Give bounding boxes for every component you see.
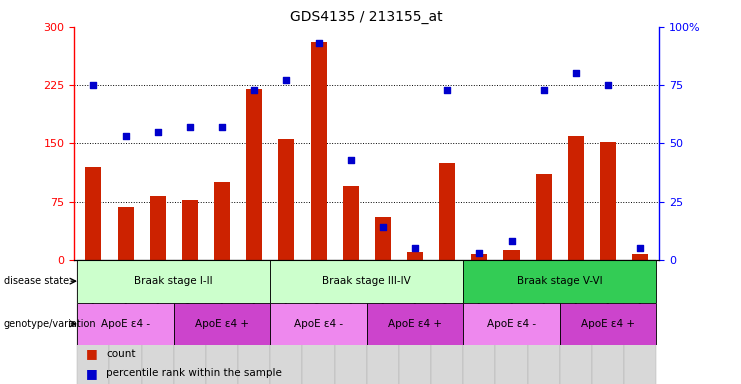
- Bar: [342, 186, 359, 260]
- Text: count: count: [106, 349, 136, 359]
- Text: Braak stage V-VI: Braak stage V-VI: [517, 276, 602, 286]
- Bar: [182, 200, 198, 260]
- Point: [313, 40, 325, 46]
- Bar: [439, 163, 455, 260]
- Text: ■: ■: [86, 348, 98, 361]
- Text: disease state: disease state: [4, 276, 69, 286]
- Bar: [471, 253, 488, 260]
- Point: [152, 129, 164, 135]
- Bar: [142, 260, 174, 384]
- Bar: [302, 260, 335, 384]
- Point: [538, 87, 550, 93]
- Point: [634, 245, 646, 251]
- Bar: [592, 260, 624, 384]
- Point: [442, 87, 453, 93]
- Text: ■: ■: [86, 367, 98, 380]
- Text: percentile rank within the sample: percentile rank within the sample: [106, 368, 282, 378]
- Point: [280, 78, 292, 84]
- Bar: [335, 260, 367, 384]
- Bar: [150, 196, 166, 260]
- Bar: [270, 303, 367, 345]
- Point: [409, 245, 421, 251]
- Point: [345, 157, 356, 163]
- Bar: [214, 182, 230, 260]
- Text: ApoE ε4 +: ApoE ε4 +: [195, 319, 249, 329]
- Bar: [174, 303, 270, 345]
- Bar: [528, 260, 559, 384]
- Text: genotype/variation: genotype/variation: [4, 319, 96, 329]
- Point: [570, 70, 582, 76]
- Bar: [77, 303, 174, 345]
- Bar: [206, 260, 238, 384]
- Text: ApoE ε4 -: ApoE ε4 -: [294, 319, 343, 329]
- Point: [248, 87, 260, 93]
- Bar: [310, 42, 327, 260]
- Text: ApoE ε4 +: ApoE ε4 +: [581, 319, 635, 329]
- Bar: [600, 142, 616, 260]
- Bar: [279, 139, 294, 260]
- Point: [119, 133, 131, 139]
- Bar: [407, 252, 423, 260]
- Bar: [431, 260, 463, 384]
- Bar: [174, 260, 206, 384]
- Text: Braak stage III-IV: Braak stage III-IV: [322, 276, 411, 286]
- Point: [216, 124, 228, 130]
- Point: [184, 124, 196, 130]
- Bar: [367, 303, 463, 345]
- Bar: [399, 260, 431, 384]
- Bar: [77, 260, 110, 384]
- Bar: [118, 207, 133, 260]
- Bar: [463, 303, 559, 345]
- Bar: [77, 260, 270, 303]
- Bar: [375, 217, 391, 260]
- Bar: [238, 260, 270, 384]
- Bar: [496, 260, 528, 384]
- Text: ApoE ε4 +: ApoE ε4 +: [388, 319, 442, 329]
- Bar: [632, 253, 648, 260]
- Point: [505, 238, 517, 244]
- Bar: [559, 260, 592, 384]
- Point: [602, 82, 614, 88]
- Bar: [559, 303, 657, 345]
- Text: ApoE ε4 -: ApoE ε4 -: [487, 319, 536, 329]
- Point: [87, 82, 99, 88]
- Point: [377, 224, 389, 230]
- Point: [473, 250, 485, 256]
- Bar: [568, 136, 584, 260]
- Text: ApoE ε4 -: ApoE ε4 -: [101, 319, 150, 329]
- Bar: [367, 260, 399, 384]
- Bar: [624, 260, 657, 384]
- Bar: [270, 260, 463, 303]
- Bar: [246, 89, 262, 260]
- Bar: [536, 174, 552, 260]
- Bar: [463, 260, 657, 303]
- Bar: [463, 260, 496, 384]
- Text: Braak stage I-II: Braak stage I-II: [135, 276, 213, 286]
- Bar: [85, 167, 102, 260]
- Bar: [270, 260, 302, 384]
- Bar: [110, 260, 142, 384]
- Title: GDS4135 / 213155_at: GDS4135 / 213155_at: [290, 10, 443, 25]
- Bar: [503, 250, 519, 260]
